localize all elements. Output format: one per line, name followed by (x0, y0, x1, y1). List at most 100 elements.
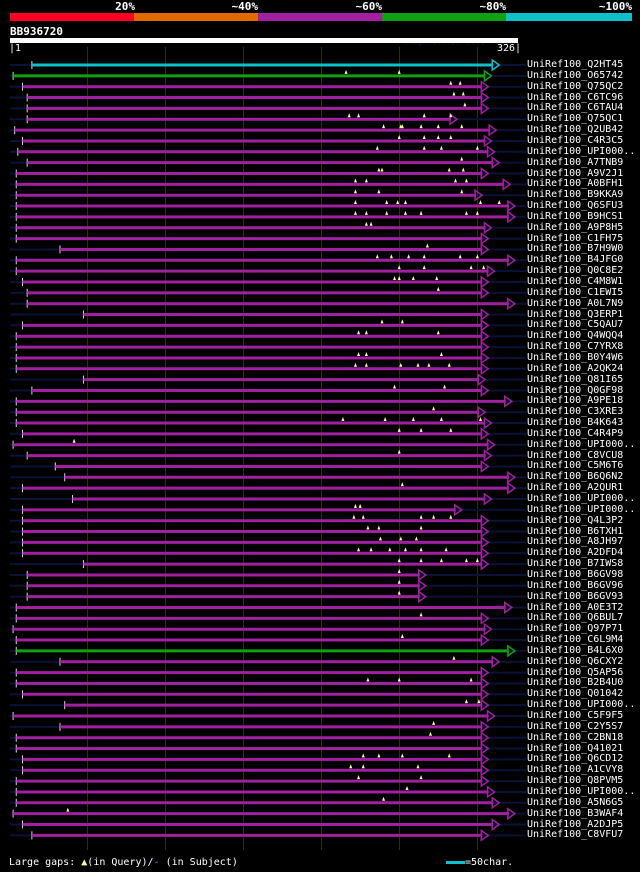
alignment-row[interactable] (10, 742, 526, 756)
alignment-row[interactable] (10, 763, 526, 777)
subject-label[interactable]: UniRef100_C6TC96 (527, 91, 624, 103)
alignment-row[interactable] (10, 807, 526, 821)
alignment-row[interactable] (10, 720, 526, 734)
alignment-row[interactable] (10, 481, 526, 495)
subject-label[interactable]: UniRef100_Q3ERP1 (527, 308, 624, 320)
alignment-row[interactable] (10, 286, 526, 300)
subject-label[interactable]: UniRef100_A8JH97 (527, 536, 624, 548)
alignment-row[interactable] (10, 58, 526, 72)
alignment-row[interactable] (10, 503, 526, 517)
alignment-row[interactable] (10, 373, 526, 387)
alignment-row[interactable] (10, 232, 526, 246)
alignment-row[interactable] (10, 514, 526, 528)
alignment-row[interactable] (10, 340, 526, 354)
alignment-row[interactable] (10, 308, 526, 322)
alignment-row[interactable] (10, 731, 526, 745)
subject-label[interactable]: UniRef100_B7H9W0 (527, 243, 624, 255)
subject-label[interactable]: UniRef100_C4R4P9 (527, 427, 624, 439)
subject-label[interactable]: UniRef100_C1FH75 (527, 232, 624, 244)
subject-label[interactable]: UniRef100_B6GV96 (527, 579, 624, 591)
alignment-row[interactable] (10, 91, 526, 105)
subject-label[interactable]: UniRef100_B7IWS8 (527, 558, 624, 570)
subject-label[interactable]: UniRef100_Q75QC2 (527, 80, 624, 92)
subject-label[interactable]: UniRef100_A9PE18 (527, 395, 624, 407)
subject-label[interactable]: UniRef100_Q81I65 (527, 373, 624, 385)
subject-label[interactable]: UniRef100_A2QUR1 (527, 482, 624, 494)
alignment-row[interactable] (10, 676, 526, 690)
subject-label[interactable]: UniRef100_A0BFH1 (527, 178, 624, 190)
subject-label[interactable]: UniRef100_UPI000.. (527, 438, 636, 450)
alignment-row[interactable] (10, 242, 526, 256)
alignment-row[interactable] (10, 590, 526, 604)
subject-label[interactable]: UniRef100_Q5AP56 (527, 666, 624, 678)
subject-label[interactable]: UniRef100_UPI000.. (527, 699, 636, 711)
subject-label[interactable]: UniRef100_C5F9F5 (527, 710, 624, 721)
alignment-row[interactable] (10, 112, 526, 126)
subject-label[interactable]: UniRef100_Q4WQQ4 (527, 330, 624, 342)
alignment-row[interactable] (10, 449, 526, 463)
alignment-row[interactable] (10, 134, 526, 148)
subject-label[interactable]: UniRef100_B4K643 (527, 417, 624, 429)
alignment-row[interactable] (10, 752, 526, 766)
subject-label[interactable]: UniRef100_A2DJP5 (527, 818, 624, 830)
subject-label[interactable]: UniRef100_A9P8H5 (527, 221, 624, 233)
subject-label[interactable]: UniRef100_Q01042 (527, 688, 624, 700)
alignment-row[interactable] (10, 405, 526, 419)
alignment-row[interactable] (10, 416, 526, 430)
alignment-row[interactable] (10, 188, 526, 202)
subject-label[interactable]: UniRef100_Q8PVM5 (527, 775, 624, 787)
alignment-row[interactable] (10, 622, 526, 636)
subject-label[interactable]: UniRef100_Q75QC1 (527, 113, 624, 125)
alignment-row[interactable] (10, 525, 526, 539)
subject-label[interactable]: UniRef100_B6GV98 (527, 568, 624, 580)
alignment-row[interactable] (10, 546, 526, 560)
alignment-row[interactable] (10, 318, 526, 332)
alignment-row[interactable] (10, 785, 526, 799)
subject-label[interactable]: UniRef100_A1CVY8 (527, 764, 624, 776)
subject-label[interactable]: UniRef100_Q6CXY2 (527, 655, 624, 667)
subject-label[interactable]: UniRef100_C8VCU8 (527, 449, 624, 461)
alignment-row[interactable] (10, 698, 526, 712)
alignment-row[interactable] (10, 210, 526, 224)
alignment-row[interactable] (10, 394, 526, 408)
subject-label[interactable]: UniRef100_UPI000.. (527, 503, 636, 515)
subject-label[interactable]: UniRef100_B4L6X0 (527, 644, 624, 656)
subject-label[interactable]: UniRef100_C2BN18 (527, 731, 624, 743)
alignment-row[interactable] (10, 828, 526, 842)
alignment-row[interactable] (10, 492, 526, 506)
alignment-row[interactable] (10, 796, 526, 810)
alignment-row[interactable] (10, 156, 526, 170)
subject-label[interactable]: UniRef100_B0Y4W6 (527, 351, 624, 363)
alignment-row[interactable] (10, 601, 526, 614)
alignment-row[interactable] (10, 470, 526, 484)
subject-label[interactable]: UniRef100_UPI000.. (527, 145, 636, 157)
subject-label[interactable]: UniRef100_B6TXH1 (527, 525, 624, 537)
subject-label[interactable]: UniRef100_A2DFD4 (527, 547, 624, 559)
alignment-row[interactable] (10, 177, 526, 191)
alignment-row[interactable] (10, 264, 526, 278)
alignment-row[interactable] (10, 774, 526, 788)
subject-label[interactable]: UniRef100_C6TAU4 (527, 102, 624, 114)
alignment-row[interactable] (10, 687, 526, 701)
alignment-row[interactable] (10, 167, 526, 180)
subject-label[interactable]: UniRef100_C3XRE3 (527, 406, 624, 418)
subject-label[interactable]: UniRef100_Q6CD12 (527, 753, 624, 765)
subject-label[interactable]: UniRef100_B9HCS1 (527, 210, 624, 222)
subject-label[interactable]: UniRef100_UPI000.. (527, 785, 636, 797)
alignment-row[interactable] (10, 568, 526, 582)
subject-label[interactable]: UniRef100_A2QK24 (527, 362, 624, 374)
alignment-row[interactable] (10, 253, 526, 267)
alignment-row[interactable] (10, 329, 526, 343)
alignment-row[interactable] (10, 459, 526, 473)
subject-label[interactable]: UniRef100_Q6BUL7 (527, 612, 624, 624)
alignment-row[interactable] (10, 818, 526, 831)
subject-label[interactable]: UniRef100_C7YRX8 (527, 341, 624, 353)
subject-label[interactable]: UniRef100_C4M8W1 (527, 276, 624, 287)
subject-label[interactable]: UniRef100_B4JFG0 (527, 254, 624, 266)
alignment-row[interactable] (10, 633, 526, 647)
subject-label[interactable]: UniRef100_C1EWI5 (527, 286, 624, 298)
alignment-row[interactable] (10, 145, 526, 159)
alignment-row[interactable] (10, 199, 526, 213)
subject-label[interactable]: UniRef100_C8VFU7 (527, 829, 624, 841)
subject-label[interactable]: UniRef100_C4R3C5 (527, 134, 624, 146)
